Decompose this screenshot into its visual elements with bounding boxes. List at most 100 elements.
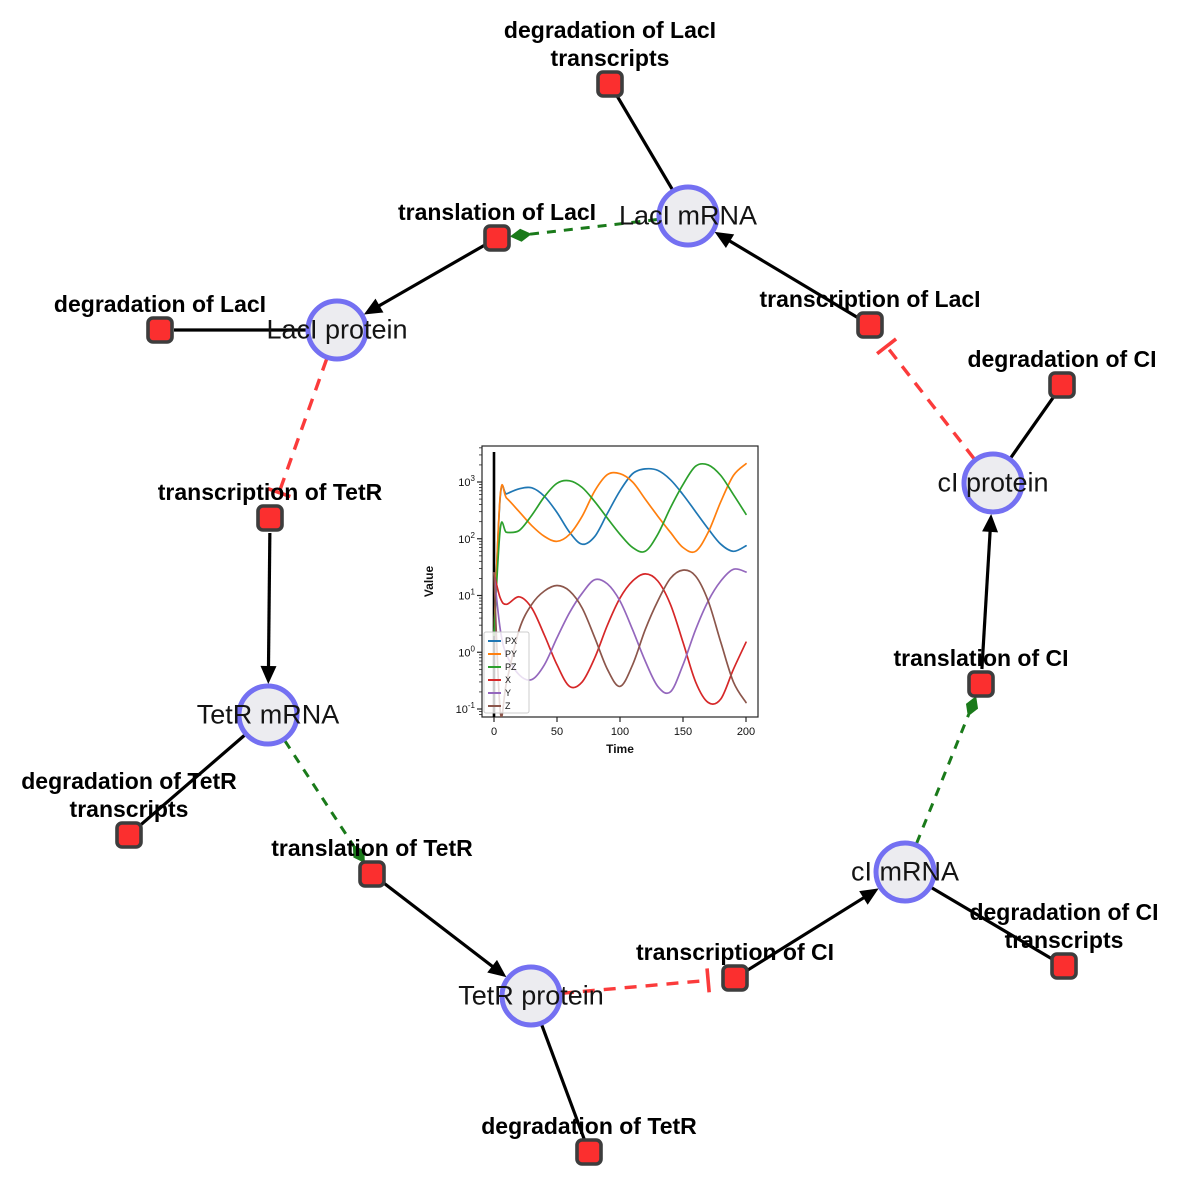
legend-label-PX: PX bbox=[505, 636, 517, 646]
species-node-tetr_mrna[interactable] bbox=[236, 683, 300, 747]
x-tick-label: 100 bbox=[611, 726, 629, 738]
species-label-laci_protein: LacI protein bbox=[266, 314, 408, 345]
species-node-laci_protein[interactable] bbox=[305, 298, 369, 362]
x-axis-title: Time bbox=[606, 742, 634, 756]
reaction-label-transl_tetr: translation of TetR bbox=[271, 834, 472, 862]
edge-production-txn_laci-laci_mrna-arrowhead bbox=[714, 231, 735, 249]
reaction-node-transl_laci[interactable] bbox=[483, 224, 511, 252]
reaction-label-line: degradation of TetR bbox=[481, 1113, 697, 1139]
legend-label-PY: PY bbox=[505, 649, 517, 659]
reaction-label-deg_ci: degradation of CI bbox=[967, 345, 1156, 373]
y-tick-label: 103 bbox=[458, 474, 475, 489]
reaction-node-deg_laci[interactable] bbox=[146, 316, 174, 344]
edge-consumption-tetr_mrna-deg_tetr_tx bbox=[138, 734, 246, 828]
edge-production-txn_ci-ci_mrna bbox=[746, 894, 868, 972]
reaction-label-line: transcripts bbox=[1004, 927, 1124, 953]
reaction-label-line: transcription of LacI bbox=[759, 286, 981, 312]
species-node-laci_mrna[interactable] bbox=[656, 184, 720, 248]
edge-production-txn_laci-laci_mrna bbox=[725, 237, 858, 319]
edge-modifier-laci_mrna-transl_laci-diamond-arrowhead bbox=[509, 228, 532, 242]
reaction-label-txn_tetr: transcription of TetR bbox=[158, 478, 382, 506]
species-label-tetr_protein: TetR protein bbox=[458, 980, 604, 1011]
edge-production-transl_laci-laci_protein-arrowhead bbox=[363, 298, 384, 315]
edge-inhibition-tetr_protein-txn_ci-tbar bbox=[705, 968, 711, 993]
edge-inhibition-ci_protein-txn_laci bbox=[887, 347, 976, 460]
edge-production-transl_tetr-tetr_protein-arrowhead bbox=[487, 959, 507, 978]
edge-modifier-laci_mrna-transl_laci bbox=[529, 218, 658, 236]
reaction-label-txn_ci: transcription of CI bbox=[636, 938, 834, 966]
edge-modifier-tetr_mrna-transl_tetr bbox=[283, 740, 356, 848]
species-label-ci_mrna: cI mRNA bbox=[851, 856, 959, 887]
edge-production-transl_laci-laci_protein bbox=[375, 244, 485, 309]
y-axis-title: Value bbox=[422, 566, 436, 598]
reaction-label-line: translation of CI bbox=[893, 645, 1069, 671]
series-line-Y bbox=[493, 568, 747, 695]
edge-inhibition-tetr_protein-txn_ci bbox=[561, 978, 706, 995]
legend-label-PZ: PZ bbox=[505, 662, 517, 672]
reaction-node-deg_tetr[interactable] bbox=[575, 1138, 603, 1166]
x-tick-label: 200 bbox=[737, 726, 755, 738]
edge-modifier-ci_mrna-transl_ci bbox=[915, 714, 971, 844]
species-label-ci_protein: cI protein bbox=[937, 467, 1049, 498]
edge-consumption-ci_mrna-deg_ci_tx bbox=[930, 886, 1053, 961]
edge-inhibition-ci_protein-txn_laci-tbar bbox=[876, 337, 898, 356]
species-label-tetr_mrna: TetR mRNA bbox=[196, 699, 340, 730]
edge-modifier-ci_mrna-transl_ci-diamond-arrowhead bbox=[965, 696, 979, 717]
chart-series-group bbox=[493, 462, 747, 717]
edge-modifier-tetr_mrna-transl_tetr-diamond-arrowhead bbox=[352, 844, 365, 864]
x-tick-label: 50 bbox=[551, 726, 563, 738]
reaction-label-line: degradation of CI bbox=[969, 899, 1159, 925]
edge-production-transl_ci-ci_protein-arrowhead bbox=[982, 513, 999, 533]
species-node-tetr_protein[interactable] bbox=[499, 964, 563, 1028]
reaction-node-txn_laci[interactable] bbox=[856, 311, 884, 339]
series-line-X bbox=[493, 572, 747, 705]
edge-production-txn_tetr-tetr_mrna-arrowhead bbox=[260, 665, 277, 685]
series-line-PY bbox=[493, 462, 747, 637]
legend-label-Y: Y bbox=[505, 688, 511, 698]
reaction-label-line: transcription of CI bbox=[635, 939, 835, 965]
edge-consumption-ci_protein-deg_ci bbox=[1009, 395, 1056, 459]
edge-inhibition-laci_protein-txn_tetr-tbar bbox=[267, 486, 291, 499]
reaction-label-line: transcripts bbox=[69, 796, 189, 822]
reaction-label-transl_laci: translation of LacI bbox=[398, 198, 596, 226]
y-tick-label: 100 bbox=[458, 644, 475, 659]
reaction-node-transl_tetr[interactable] bbox=[358, 860, 386, 888]
legend-label-Z: Z bbox=[505, 701, 511, 711]
reaction-node-txn_tetr[interactable] bbox=[256, 504, 284, 532]
reaction-node-deg_ci_tx[interactable] bbox=[1050, 952, 1078, 980]
reaction-label-line: degradation of LacI bbox=[503, 17, 717, 43]
timeseries-inset-chart: 103 102 101 100 10-1 0 50 100 150 200 Time Value PX P… bbox=[420, 436, 776, 762]
edge-production-txn_ci-ci_mrna-arrowhead bbox=[859, 888, 879, 905]
reaction-label-line: transcripts bbox=[550, 45, 670, 71]
reaction-label-line: degradation of TetR bbox=[21, 768, 237, 794]
edge-consumption-tetr_protein-deg_tetr bbox=[540, 1024, 586, 1140]
reaction-label-txn_laci: transcription of LacI bbox=[759, 285, 980, 313]
reaction-node-deg_laci_tx[interactable] bbox=[596, 70, 624, 98]
reaction-node-txn_ci[interactable] bbox=[721, 964, 749, 992]
reaction-node-deg_ci[interactable] bbox=[1048, 371, 1076, 399]
series-line-PX bbox=[493, 467, 747, 637]
y-tick-label: 10-1 bbox=[456, 701, 476, 716]
reaction-label-transl_ci: translation of CI bbox=[893, 644, 1068, 672]
species-node-ci_protein[interactable] bbox=[961, 451, 1025, 515]
species-label-laci_mrna: LacI mRNA bbox=[618, 200, 758, 231]
reaction-label-line: degradation of CI bbox=[967, 346, 1157, 372]
reaction-label-line: translation of LacI bbox=[397, 199, 597, 225]
reaction-label-line: transcription of TetR bbox=[157, 479, 383, 505]
reaction-label-deg_tetr: degradation of TetR bbox=[481, 1112, 697, 1140]
reaction-label-deg_ci_tx: degradation of CI transcripts bbox=[969, 898, 1158, 954]
reaction-label-deg_tetr_tx: degradation of TetR transcripts bbox=[21, 767, 237, 823]
edge-production-transl_ci-ci_protein bbox=[980, 527, 992, 670]
reaction-node-deg_tetr_tx[interactable] bbox=[115, 821, 143, 849]
edge-production-transl_tetr-tetr_protein bbox=[382, 881, 497, 970]
edge-inhibition-laci_protein-txn_tetr bbox=[278, 358, 329, 491]
x-tick-label: 0 bbox=[491, 726, 497, 738]
x-tick-label: 150 bbox=[674, 726, 692, 738]
y-tick-label: 101 bbox=[458, 588, 475, 603]
reaction-label-line: translation of TetR bbox=[271, 835, 473, 861]
edge-consumption-laci_mrna-deg_laci_tx bbox=[615, 95, 674, 191]
reaction-node-transl_ci[interactable] bbox=[967, 670, 995, 698]
species-node-ci_mrna[interactable] bbox=[873, 840, 937, 904]
